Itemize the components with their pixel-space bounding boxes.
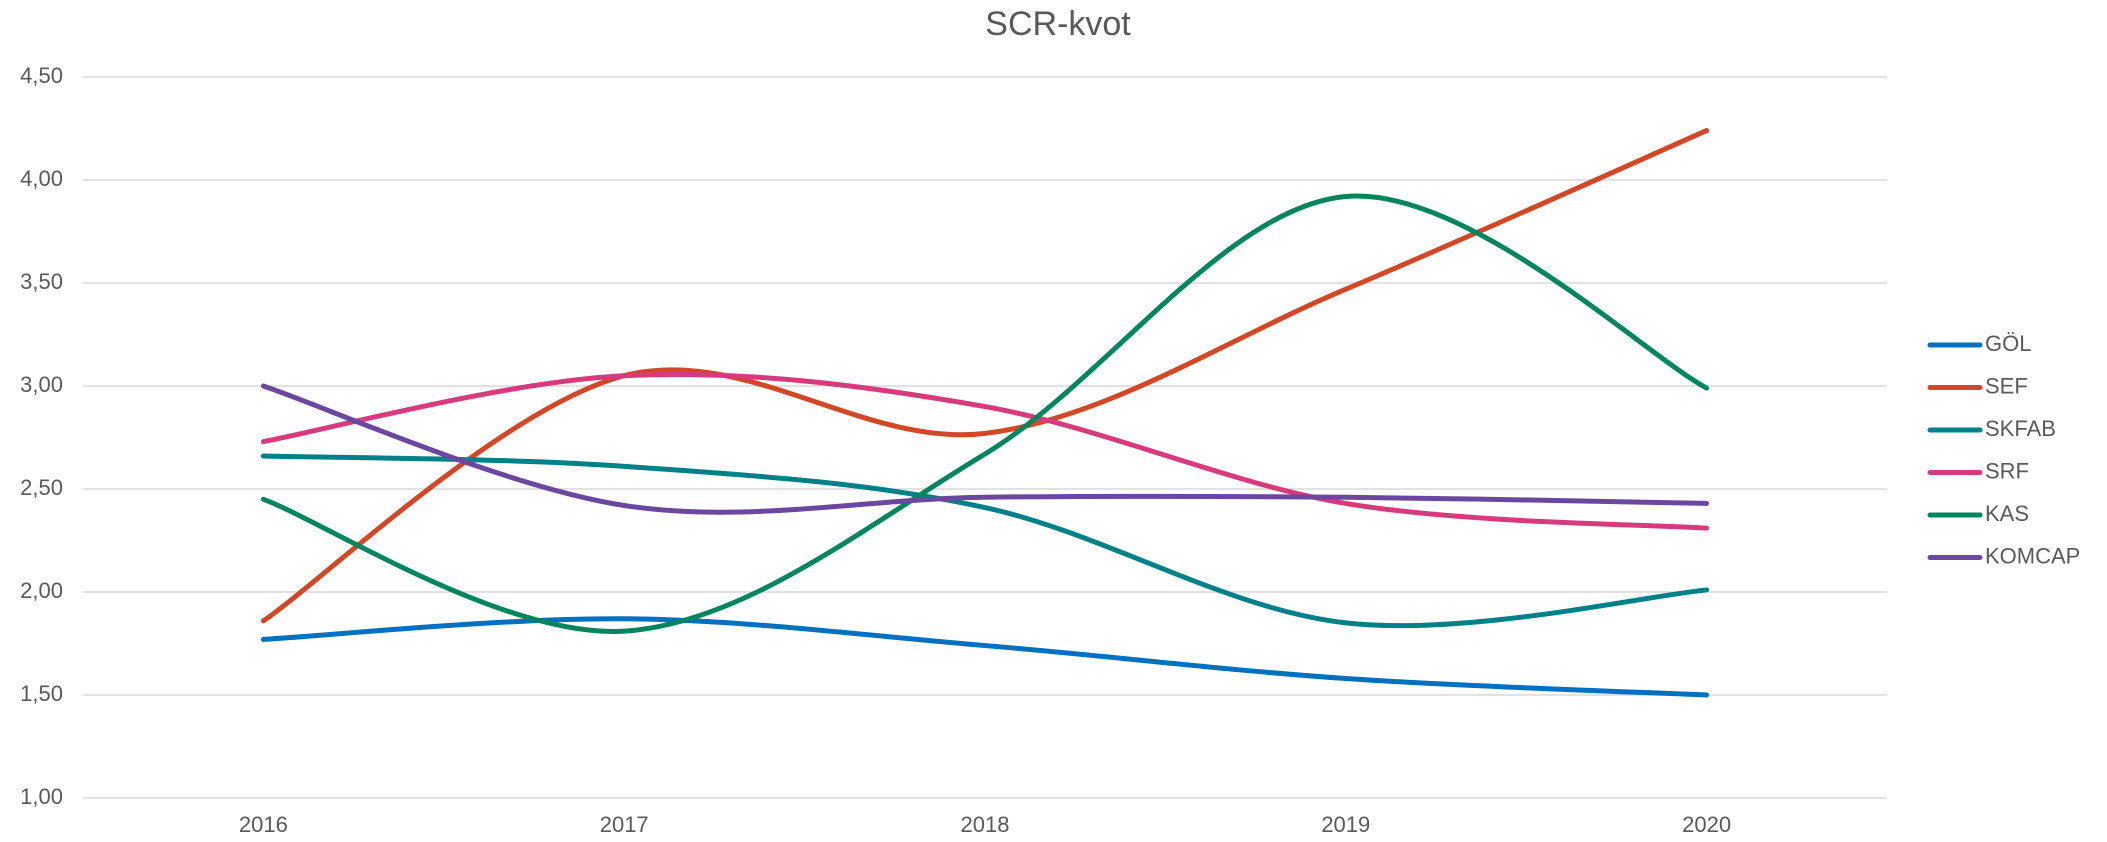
y-tick-label: 2,50 xyxy=(20,475,63,500)
chart-title: SCR-kvot xyxy=(985,5,1131,43)
y-tick-label: 3,50 xyxy=(20,269,63,294)
legend-label: GÖL xyxy=(1985,331,2031,356)
series-line xyxy=(260,383,1710,515)
series-line xyxy=(260,193,1710,634)
x-tick-label: 2018 xyxy=(961,812,1010,837)
series-line xyxy=(260,128,1710,624)
y-tick-label: 1,50 xyxy=(20,681,63,706)
y-tick-label: 4,00 xyxy=(20,166,63,191)
x-tick-label: 2019 xyxy=(1321,812,1370,837)
series-line xyxy=(260,616,1710,698)
y-tick-label: 4,50 xyxy=(20,63,63,88)
x-tick-label: 2020 xyxy=(1682,812,1731,837)
y-tick-label: 2,00 xyxy=(20,578,63,603)
y-tick-label: 3,00 xyxy=(20,372,63,397)
x-tick-label: 2016 xyxy=(239,812,288,837)
y-tick-label: 1,00 xyxy=(20,784,63,809)
x-tick-label: 2017 xyxy=(600,812,649,837)
legend-label: SEF xyxy=(1985,373,2028,398)
legend-label: KOMCAP xyxy=(1985,543,2080,568)
legend-label: SRF xyxy=(1985,458,2029,483)
legend-label: KAS xyxy=(1985,501,2029,526)
series-line xyxy=(260,453,1710,629)
series-line xyxy=(260,371,1710,531)
legend-label: SKFAB xyxy=(1985,416,2056,441)
